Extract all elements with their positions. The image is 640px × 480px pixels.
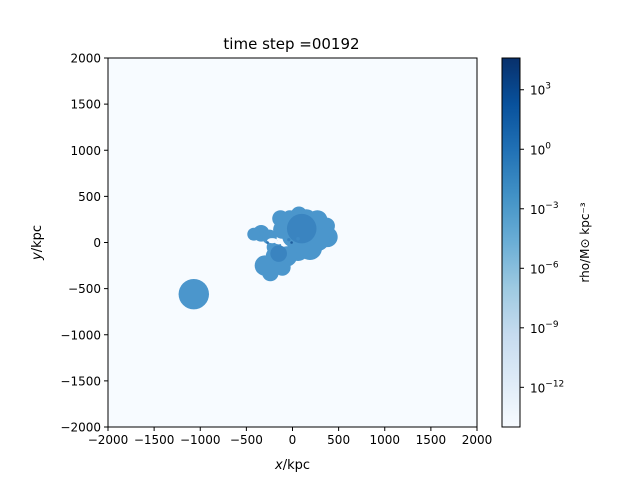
y-axis-label-var: y	[30, 252, 45, 261]
y-tick-label: −1500	[60, 374, 101, 388]
density-blob	[178, 278, 210, 310]
y-tick-label: 1000	[70, 144, 101, 158]
x-axis-label: x/kpc	[274, 458, 310, 473]
x-tick-label: 500	[327, 433, 350, 447]
y-axis-label-unit: /kpc	[30, 225, 45, 252]
x-tick-label: −1500	[134, 433, 175, 447]
y-tick-label: 500	[78, 190, 101, 204]
y-tick-label: −2000	[60, 421, 101, 435]
x-tick-label: −2000	[88, 433, 129, 447]
y-axis: −2000 −1500 −1000 −500 0 500 1000 1500 2000	[60, 52, 108, 435]
colorbar-tick-label: 10−3	[530, 201, 559, 217]
colorbar-ticks: 103 100 10−3 10−6 10−9 10−12	[520, 82, 564, 395]
x-axis-label-unit: /kpc	[283, 458, 310, 473]
colorbar-tick-label: 10−9	[530, 320, 559, 336]
colorbar-tick-label: 10−6	[530, 260, 559, 276]
density-hole	[274, 240, 283, 245]
density-blob	[274, 259, 291, 276]
y-tick-label: 0	[93, 236, 101, 250]
plot-area	[107, 57, 478, 428]
y-tick-label: −1000	[60, 328, 101, 342]
density-blob	[286, 213, 317, 244]
y-tick-label: 2000	[70, 52, 101, 66]
x-tick-label: 1000	[369, 433, 400, 447]
density-peak	[290, 241, 293, 244]
density-peak	[266, 241, 269, 244]
y-tick-label: 1500	[70, 98, 101, 112]
y-tick-label: −500	[68, 282, 101, 296]
colorbar-gradient	[501, 57, 521, 428]
x-tick-label: −1000	[180, 433, 221, 447]
density-map	[178, 206, 338, 310]
density-peak	[296, 236, 300, 241]
x-tick-label: 0	[289, 433, 297, 447]
density-peak	[287, 238, 291, 242]
colorbar: 103 100 10−3 10−6 10−9 10−12 rho/M⊙ kpc⁻³	[501, 57, 592, 428]
density-blob	[270, 245, 287, 262]
density-feature-2	[270, 213, 317, 262]
x-tick-label: 2000	[462, 433, 493, 447]
x-axis-label-var: x	[274, 458, 283, 473]
y-axis-label: y/kpc	[30, 225, 45, 261]
colorbar-tick-label: 103	[530, 82, 551, 98]
chart-title: time step =00192	[223, 35, 359, 53]
colorbar-label: rho/M⊙ kpc⁻³	[578, 202, 592, 282]
x-tick-label: −500	[230, 433, 263, 447]
density-blob	[247, 227, 261, 241]
x-axis: −2000 −1500 −1000 −500 0 500 1000 1500 2000	[88, 427, 493, 447]
x-tick-label: 1500	[416, 433, 447, 447]
density-hole	[267, 238, 278, 244]
density-feature-1	[178, 278, 210, 310]
colorbar-tick-label: 100	[530, 141, 551, 157]
density-blob	[273, 220, 292, 239]
colorbar-tick-label: 10−12	[530, 379, 564, 395]
